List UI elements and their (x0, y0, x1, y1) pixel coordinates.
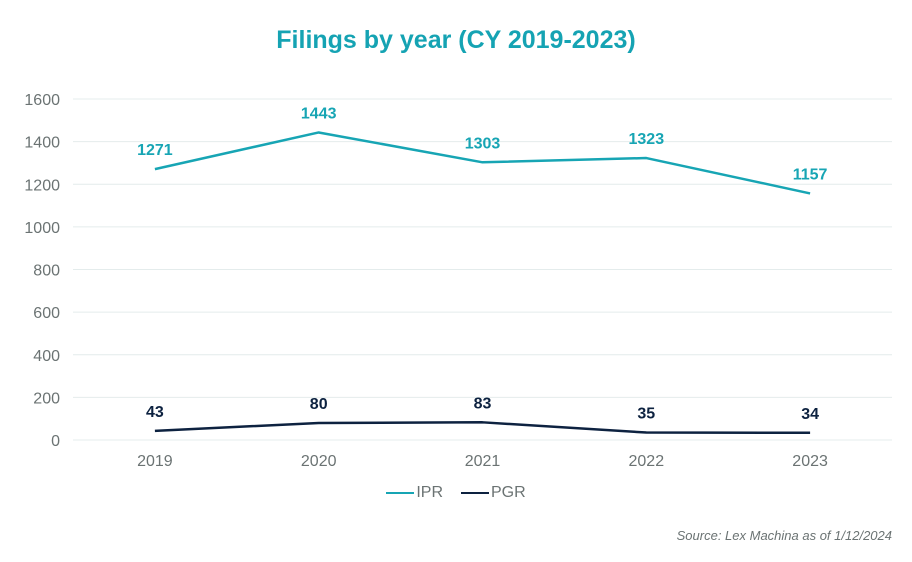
data-label-pgr: 43 (146, 404, 164, 421)
x-tick-label: 2022 (629, 453, 665, 470)
series-line-ipr (154, 131, 811, 195)
y-tick-label: 1400 (24, 135, 60, 152)
data-label-ipr: 1303 (465, 135, 501, 152)
x-tick-label: 2019 (137, 453, 173, 470)
legend-label: PGR (491, 484, 526, 501)
legend-swatch (461, 492, 489, 494)
data-label-ipr: 1271 (137, 142, 173, 159)
legend: IPR PGR (0, 484, 912, 502)
data-label-ipr: 1323 (629, 131, 665, 148)
legend-item-ipr: IPR (386, 484, 443, 502)
source-note: Source: Lex Machina as of 1/12/2024 (676, 528, 892, 543)
x-tick-label: 2021 (465, 453, 501, 470)
legend-label: IPR (416, 484, 443, 501)
data-label-pgr: 80 (310, 396, 328, 413)
y-tick-label: 0 (51, 433, 60, 450)
data-label-pgr: 34 (801, 406, 819, 423)
data-label-ipr: 1157 (793, 166, 828, 183)
data-label-ipr: 1443 (301, 105, 337, 122)
y-tick-label: 400 (33, 348, 60, 365)
legend-swatch (386, 492, 415, 494)
data-label-pgr: 35 (637, 406, 655, 423)
y-tick-label: 600 (33, 305, 60, 322)
y-tick-label: 200 (33, 390, 60, 407)
data-labels: 1271 1443 1303 1323 1157 43 80 83 35 34 (137, 105, 827, 422)
y-tick-label: 800 (33, 263, 60, 280)
y-tick-label: 1200 (24, 177, 60, 194)
gridlines (73, 98, 892, 441)
legend-item-pgr: PGR (461, 484, 526, 502)
x-tick-label: 2023 (792, 453, 828, 470)
chart-title: Filings by year (CY 2019-2023) (276, 26, 636, 54)
series-line-pgr (154, 421, 811, 435)
y-tick-label: 1000 (24, 220, 60, 237)
x-tick-label: 2020 (301, 453, 337, 470)
y-axis-ticks: 0 200 400 600 800 1000 1200 1400 1600 (24, 92, 60, 450)
data-label-pgr: 83 (474, 395, 492, 412)
series-lines (154, 131, 811, 435)
y-tick-label: 1600 (24, 92, 60, 109)
x-axis-ticks: 2019 2020 2021 2022 2023 (137, 453, 828, 470)
